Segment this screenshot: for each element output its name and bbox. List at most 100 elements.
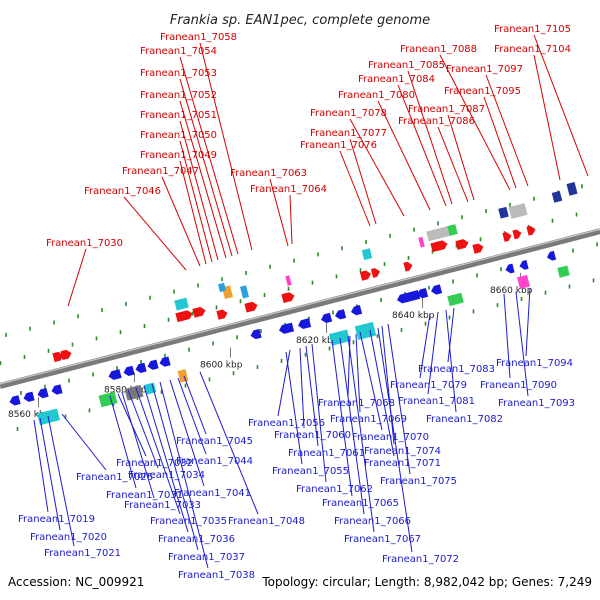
gene-labels: Franean1_7030 Franean1_7046 Franean1_7047 F… — [18, 24, 575, 581]
gene-label-reverse: Franean1_7082 — [426, 414, 503, 425]
forward-gene-arrow — [472, 243, 484, 254]
leader-line-reverse — [305, 345, 319, 447]
gene-label-reverse: Franean1_7055 — [272, 466, 349, 477]
feature-block — [426, 225, 451, 242]
gene-label-forward: Franean1_7030 — [46, 238, 123, 249]
reverse-gene-arrow — [250, 328, 262, 340]
gene-label-forward: Franean1_7049 — [140, 150, 217, 161]
reverse-gene-arrow — [108, 369, 122, 380]
scale-label: 8660 kbp — [490, 286, 533, 296]
scale-label: 8560 kbp — [8, 410, 51, 420]
gene-label-reverse: Franean1_7032 — [116, 458, 193, 469]
reverse-gene-arrow — [397, 290, 421, 304]
feature-block — [218, 282, 226, 293]
leader-line-reverse — [127, 389, 159, 469]
leader-line-reverse — [377, 327, 413, 553]
gene-label-reverse: Franean1_7045 — [176, 436, 253, 447]
forward-gene-arrow — [192, 306, 206, 318]
leader-line-reverse — [339, 337, 365, 515]
leader-line-forward — [485, 74, 529, 187]
gene-label-reverse: Franean1_7035 — [150, 516, 227, 527]
reverse-gene-arrow — [147, 359, 159, 370]
leader-line-reverse — [109, 395, 137, 489]
leader-line-forward — [179, 160, 207, 265]
leader-line-forward — [483, 96, 517, 189]
gene-label-forward: Franean1_7053 — [140, 68, 217, 79]
leader-line-reverse — [151, 383, 199, 551]
feature-block — [361, 248, 373, 261]
gene-label-forward: Franean1_7064 — [250, 184, 327, 195]
leader-line-reverse — [355, 333, 361, 413]
leader-line-reverse — [47, 415, 75, 547]
leader-line-forward — [179, 120, 219, 261]
leader-line-reverse — [285, 351, 303, 465]
feature-block — [418, 236, 425, 248]
gene-label-reverse: Franean1_7083 — [418, 364, 495, 375]
gene-label-reverse: Franean1_7067 — [344, 534, 421, 545]
gene-label-reverse: Franean1_7094 — [496, 358, 573, 369]
gene-label-reverse: Franean1_7071 — [364, 458, 441, 469]
gene-label-forward: Franean1_7046 — [84, 186, 161, 197]
leader-line-forward — [67, 248, 87, 307]
leader-line-forward — [199, 42, 253, 251]
gene-label-reverse: Franean1_7041 — [174, 488, 251, 499]
leader-line-reverse — [381, 325, 395, 445]
gene-label-forward: Franean1_7050 — [140, 130, 217, 141]
gene-label-forward: Franean1_7105 — [494, 24, 571, 35]
gene-label-reverse: Franean1_7065 — [322, 498, 399, 509]
forward-gene-arrow — [526, 225, 536, 236]
leader-line-forward — [179, 56, 239, 255]
feature-block — [285, 275, 292, 286]
leader-line-reverse — [387, 323, 411, 475]
reverse-gene-arrow — [37, 387, 49, 399]
leader-line-reverse — [311, 343, 327, 483]
map-title: Frankia sp. EAN1pec, complete genome — [170, 13, 430, 28]
leader-line-reverse — [33, 419, 49, 513]
reverse-gene-arrow — [335, 309, 347, 320]
gene-label-reverse: Franean1_7033 — [124, 500, 201, 511]
leader-line-reverse — [135, 387, 181, 515]
forward-gene-arrow — [216, 309, 228, 320]
leader-line-reverse — [427, 311, 439, 395]
reverse-gene-arrow — [135, 362, 147, 373]
gene-label-reverse: Franean1_7093 — [498, 398, 575, 409]
reverse-gene-arrow — [547, 250, 557, 261]
gene-label-forward: Franean1_7054 — [140, 46, 217, 57]
gene-label-reverse: Franean1_7079 — [390, 380, 467, 391]
gene-label-forward: Franean1_7058 — [160, 32, 237, 43]
leader-line-reverse — [277, 349, 291, 417]
feature-block — [98, 391, 118, 408]
reverse-gene-arrow — [279, 322, 295, 334]
reverse-gene-arrow — [298, 318, 312, 329]
leader-line-forward — [439, 54, 511, 191]
gene-label-reverse: Franean1_7019 — [18, 514, 95, 525]
gene-label-forward: Franean1_7086 — [398, 116, 475, 127]
leader-line-reverse — [159, 381, 209, 569]
leader-line-reverse — [169, 379, 205, 487]
leader-line-forward — [179, 100, 227, 259]
leader-line-forward — [447, 114, 475, 201]
leader-line-reverse — [331, 339, 353, 497]
leader-line-forward — [289, 194, 293, 245]
leader-lines — [33, 34, 589, 569]
feature-block — [143, 382, 157, 395]
leader-line-forward — [339, 150, 371, 227]
gene-label-reverse: Franean1_7037 — [168, 552, 245, 563]
reverse-gene-arrow — [351, 305, 363, 316]
genome-summary-text: Topology: circular; Length: 8,982,042 bp… — [261, 575, 592, 589]
forward-gene-arrow — [502, 232, 512, 242]
reverse-gene-arrow — [159, 356, 171, 367]
reverse-gene-arrow — [519, 260, 529, 270]
reverse-gene-arrow — [123, 365, 135, 377]
gene-label-reverse: Franean1_7060 — [274, 430, 351, 441]
scale-label: 8640 kbp — [392, 311, 435, 321]
gene-label-forward: Franean1_7097 — [446, 64, 523, 75]
gene-label-reverse: Franean1_7068 — [318, 398, 395, 409]
gene-label-reverse: Franean1_7056 — [248, 418, 325, 429]
leader-line-forward — [377, 100, 431, 211]
gene-label-reverse: Franean1_7034 — [128, 470, 205, 481]
forward-gene-arrow — [370, 268, 380, 278]
feature-block — [447, 292, 464, 307]
reverse-gene-arrow — [23, 391, 35, 402]
